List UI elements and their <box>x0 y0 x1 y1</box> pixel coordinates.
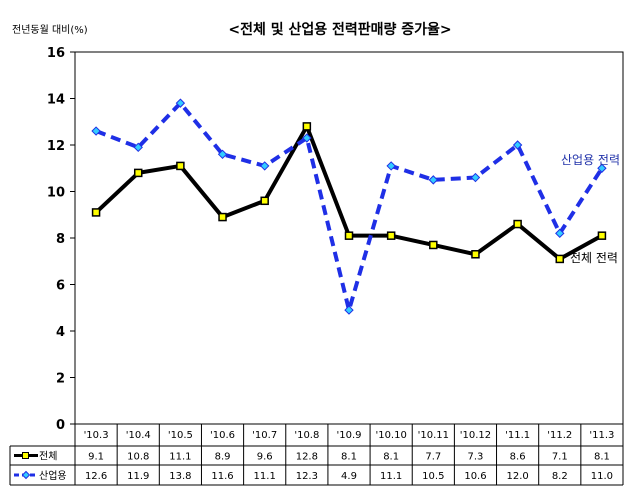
legend-label-total: 전체 <box>39 451 57 463</box>
y-tick-label: 16 <box>47 46 65 61</box>
y-tick-label: 4 <box>56 325 65 340</box>
data-table: '10.3 '10.4 '10.5 '10.6 '10.7 '10.8 '10.9 '10.1… <box>9 424 624 486</box>
data-point-total <box>302 122 312 131</box>
data-point-industrial <box>428 175 439 185</box>
table-cell-value: 7.3 <box>468 452 484 463</box>
table-cell-value: 12.8 <box>296 452 318 463</box>
x-tick-label: '10.7 <box>252 430 277 441</box>
data-point-industrial <box>175 98 186 108</box>
table-cell-value: 10.8 <box>127 452 149 463</box>
table-cell-value: 12.0 <box>506 471 528 482</box>
y-tick-label: 10 <box>47 186 65 201</box>
x-tick-label: '10.10 <box>375 430 406 441</box>
x-tick-label: '11.2 <box>547 430 572 441</box>
x-tick-label: '10.6 <box>210 430 235 441</box>
table-cell-value: 8.1 <box>383 452 399 463</box>
data-point-industrial <box>302 133 312 143</box>
data-point-industrial <box>133 142 143 153</box>
y-tick-label: 2 <box>56 372 65 387</box>
y-tick-label: 0 <box>56 418 65 433</box>
data-point-total <box>513 219 522 229</box>
table-cell-value: 8.9 <box>215 452 231 463</box>
table-cell-value: 9.6 <box>257 452 273 463</box>
chart-title: <전체 및 산업용 전력판매량 증가율> <box>228 21 451 38</box>
data-point-industrial <box>386 161 396 171</box>
table-cell-value: 13.8 <box>169 471 191 482</box>
data-point-total <box>555 254 565 264</box>
table-cell-value: 7.1 <box>552 452 568 463</box>
data-point-total <box>218 212 227 222</box>
x-tick-label: '10.9 <box>336 430 361 441</box>
data-point-industrial <box>217 149 228 160</box>
table-cell-value: 12.6 <box>85 471 107 482</box>
data-point-total <box>133 168 143 178</box>
annotation-total: 전체 전력 <box>570 251 618 265</box>
data-point-total <box>386 231 396 240</box>
data-point-total <box>344 231 354 240</box>
x-tick-label: '10.12 <box>460 430 491 441</box>
table-cell-value: 10.5 <box>422 471 444 482</box>
x-tick-label: '11.1 <box>505 430 530 441</box>
x-tick-label: '10.5 <box>168 430 193 441</box>
data-point-industrial <box>91 126 101 136</box>
data-point-total <box>429 240 438 250</box>
table-cell-value: 8.1 <box>341 452 357 463</box>
table-cell-value: 7.7 <box>425 452 441 463</box>
table-cell-value: 8.1 <box>594 452 610 463</box>
annotation-industrial: 산업용 전력 <box>561 153 620 167</box>
table-cell-value: 11.0 <box>591 471 613 482</box>
table-cell-value: 8.2 <box>552 471 568 482</box>
y-axis-label: 전년동월 대비(%) <box>12 24 88 36</box>
data-point-total <box>176 161 185 171</box>
y-tick-label: 12 <box>47 139 65 154</box>
data-point-industrial <box>344 305 354 315</box>
data-point-industrial <box>512 140 523 150</box>
legend-key-total-marker <box>22 452 29 459</box>
table-cell-value: 11.1 <box>169 452 191 463</box>
series-markers <box>91 98 607 315</box>
table-cell-value: 4.9 <box>341 471 357 482</box>
data-point-industrial <box>470 172 481 183</box>
table-cell-value: 11.9 <box>127 471 149 482</box>
legend-label-industrial: 산업용 <box>39 469 67 482</box>
table-cell-value: 8.6 <box>510 452 526 463</box>
data-point-industrial <box>597 163 607 173</box>
table-cell-value: 10.6 <box>464 471 486 482</box>
data-point-industrial <box>555 228 565 239</box>
table-cell-value: 11.1 <box>380 471 402 482</box>
x-tick-label: '10.4 <box>126 430 151 441</box>
x-tick-label: '11.3 <box>589 430 614 441</box>
y-tick-label: 6 <box>56 279 65 294</box>
data-point-total <box>471 250 480 259</box>
table-cell-value: 11.1 <box>254 471 276 482</box>
legend-key-industrial-marker <box>21 470 31 480</box>
x-tick-label: '10.11 <box>418 430 449 441</box>
y-tick-label: 8 <box>56 232 65 247</box>
table-cell-value: 12.3 <box>296 471 318 482</box>
y-tick-label: 14 <box>47 93 65 108</box>
y-axis-ticks: 0 2 4 6 8 10 12 14 16 <box>47 46 75 433</box>
x-tick-label: '10.8 <box>294 430 319 441</box>
table-cell-value: 11.6 <box>211 471 233 482</box>
data-point-total <box>597 231 607 240</box>
data-point-industrial <box>259 161 270 171</box>
data-point-total <box>260 196 269 206</box>
x-tick-label: '10.3 <box>84 430 109 441</box>
table-cell-value: 9.1 <box>88 452 104 463</box>
data-point-total <box>91 208 101 217</box>
